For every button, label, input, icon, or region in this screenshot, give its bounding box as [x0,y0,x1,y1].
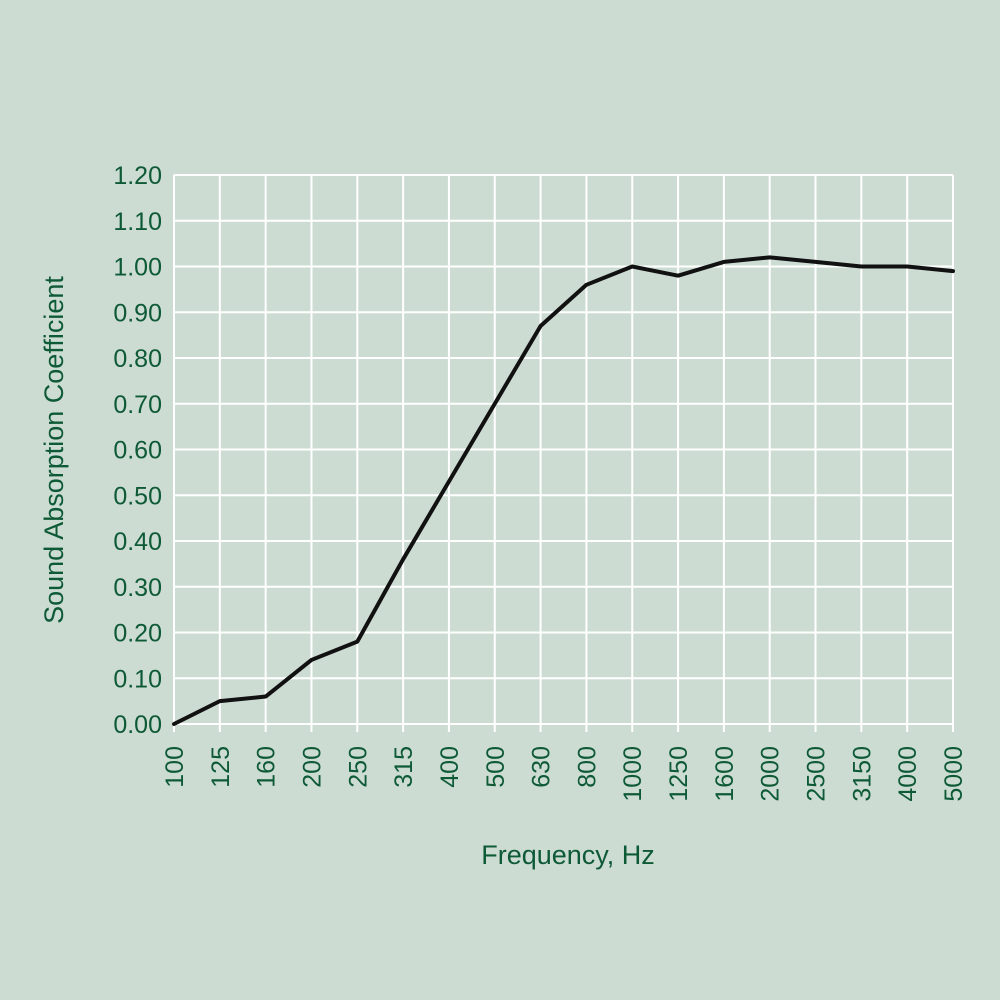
y-tick-label: 0.70 [113,391,162,419]
x-tick-label: 400 [436,746,464,788]
x-tick-label: 100 [161,746,189,788]
x-tick-label: 3150 [848,746,876,802]
y-tick-label: 0.20 [113,620,162,648]
grid [173,174,954,732]
y-tick-label: 0.30 [113,574,162,602]
x-tick-label: 1250 [665,746,693,802]
y-axis-label: Sound Absorption Coefficient [39,276,69,624]
y-tick-labels: 0.00 0.10 0.20 0.30 0.40 0.50 0.60 0.70 0.80 0.90… [113,162,162,739]
y-tick-label: 0.50 [113,482,162,510]
x-tick-label: 1000 [619,746,647,802]
series-group [172,255,955,726]
x-tick-label: 250 [344,746,372,788]
x-tick-label: 2000 [757,746,785,802]
y-tick-label: 1.00 [113,254,162,282]
y-tick-label: 0.60 [113,437,162,465]
y-tick-label: 1.20 [113,162,162,190]
x-tick-label: 800 [573,746,601,788]
y-tick-label: 1.10 [113,208,162,236]
x-axis-label: Frequency, Hz [481,840,655,870]
x-tick-label: 1600 [711,746,739,802]
series-line [172,255,955,726]
y-tick-label: 0.90 [113,299,162,327]
x-tick-label: 630 [528,746,556,788]
x-tick-label: 4000 [894,746,922,802]
x-tick-labels: 100 125 160 200 250 315 400 500 630 800 1000 1250 16… [161,746,968,802]
y-tick-label: 0.80 [113,345,162,373]
y-tick-label: 0.00 [113,711,162,739]
x-tick-label: 5000 [940,746,968,802]
y-tick-label: 0.40 [113,528,162,556]
x-tick-label: 500 [482,746,510,788]
y-tick-label: 0.10 [113,665,162,693]
x-tick-label: 200 [298,746,326,788]
x-tick-label: 125 [207,746,235,788]
x-tick-label: 2500 [803,746,831,802]
x-tick-label: 315 [390,746,418,788]
x-tick-label: 160 [253,746,281,788]
